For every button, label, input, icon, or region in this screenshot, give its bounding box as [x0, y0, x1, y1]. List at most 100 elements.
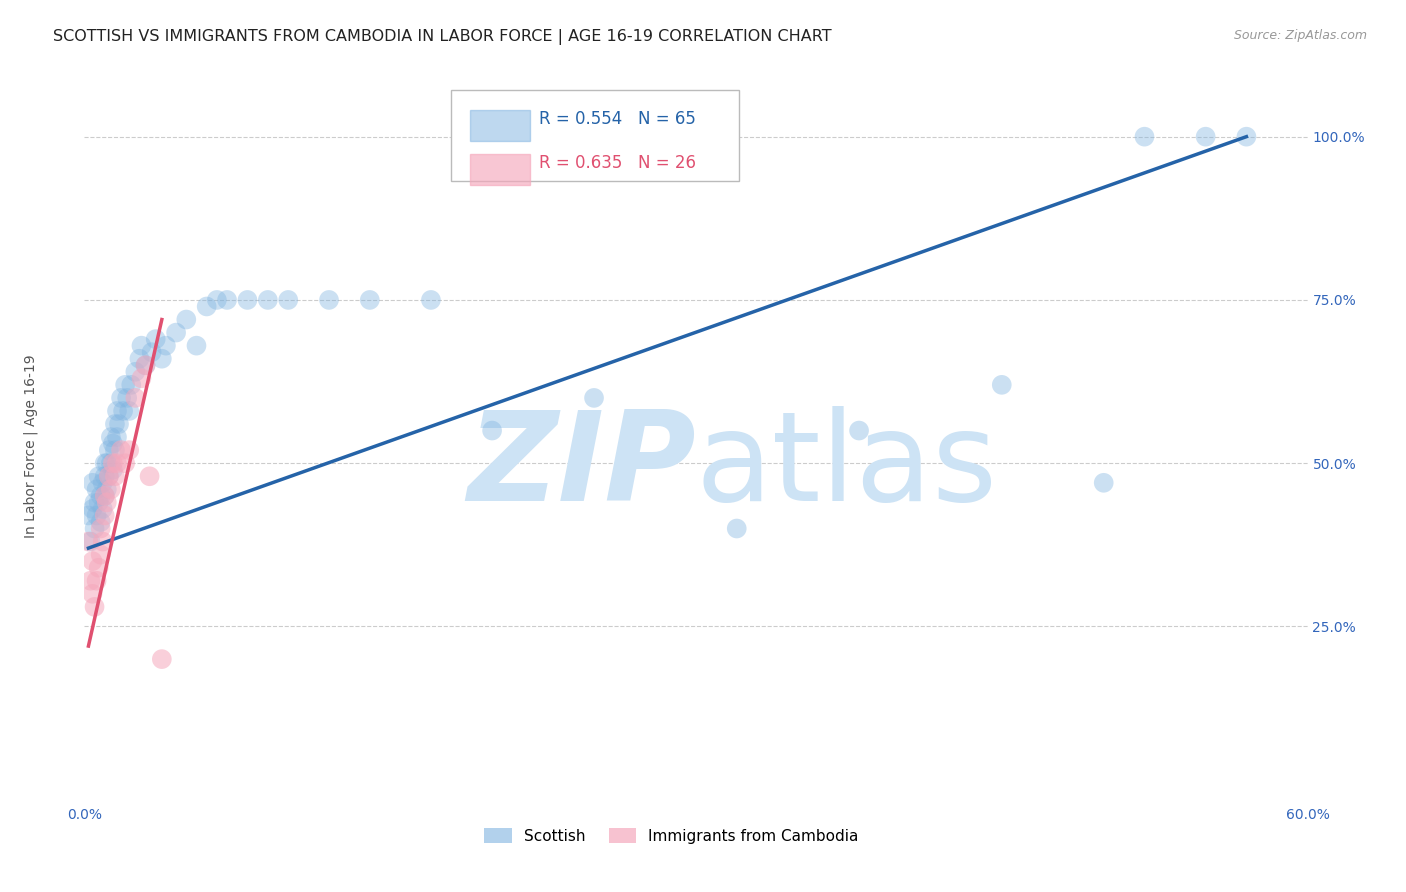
Point [90, 515, 112, 529]
Point [90, 548, 112, 562]
Point [217, 293, 239, 307]
Point [481, 424, 503, 438]
Point [96, 456, 118, 470]
Point [725, 521, 748, 535]
Point [86, 508, 108, 523]
Point [93, 489, 115, 503]
Point [318, 293, 340, 307]
Point [104, 443, 127, 458]
Point [93, 489, 115, 503]
Point [77, 508, 100, 523]
Point [155, 338, 177, 352]
Point [101, 436, 124, 450]
Point [195, 300, 218, 314]
Point [105, 456, 128, 470]
Point [91, 475, 114, 490]
Point [110, 443, 132, 458]
Point [108, 417, 131, 431]
Point [83, 495, 105, 509]
Point [135, 358, 157, 372]
Point [1092, 475, 1115, 490]
Point [165, 326, 187, 340]
FancyBboxPatch shape [451, 90, 738, 181]
Point [97, 469, 120, 483]
Point [101, 463, 124, 477]
Point [91, 502, 114, 516]
Point [848, 424, 870, 438]
Point [1195, 129, 1218, 144]
Point [86, 574, 108, 588]
Point [114, 377, 136, 392]
Point [83, 521, 105, 535]
Point [87, 560, 110, 574]
Point [87, 495, 110, 509]
Point [90, 521, 112, 535]
Point [100, 456, 122, 470]
FancyBboxPatch shape [470, 154, 530, 185]
Point [87, 469, 110, 483]
Point [583, 391, 606, 405]
Point [96, 495, 118, 509]
Point [97, 469, 120, 483]
Point [82, 502, 104, 516]
Point [124, 391, 146, 405]
Point [91, 534, 114, 549]
Text: ZIP: ZIP [467, 406, 696, 527]
Point [257, 293, 280, 307]
Point [114, 456, 136, 470]
Text: Source: ZipAtlas.com: Source: ZipAtlas.com [1233, 29, 1367, 42]
Point [93, 469, 115, 483]
Point [104, 469, 127, 483]
Point [82, 475, 104, 490]
Point [128, 351, 150, 366]
Text: In Labor Force | Age 16-19: In Labor Force | Age 16-19 [24, 354, 38, 538]
Point [118, 404, 141, 418]
Point [93, 508, 115, 523]
Point [120, 377, 142, 392]
Point [96, 483, 118, 497]
Point [79, 534, 101, 549]
Point [991, 377, 1014, 392]
Point [359, 293, 381, 307]
Point [186, 338, 208, 352]
Point [105, 404, 128, 418]
Point [105, 430, 128, 444]
Point [138, 469, 160, 483]
Point [79, 574, 101, 588]
Point [1133, 129, 1156, 144]
Point [141, 345, 163, 359]
Text: N = 65: N = 65 [638, 110, 696, 128]
Point [150, 351, 173, 366]
Point [104, 417, 127, 431]
Point [131, 371, 153, 385]
Point [83, 599, 105, 614]
Point [100, 430, 122, 444]
Text: R = 0.635: R = 0.635 [540, 153, 623, 172]
Point [124, 365, 146, 379]
Point [277, 293, 299, 307]
Point [1236, 129, 1258, 144]
Point [145, 332, 167, 346]
Point [420, 293, 443, 307]
Text: atlas: atlas [696, 406, 998, 527]
Point [93, 456, 115, 470]
Text: R = 0.554: R = 0.554 [540, 110, 623, 128]
Point [101, 456, 124, 470]
Point [110, 391, 132, 405]
Point [236, 293, 259, 307]
Point [100, 483, 122, 497]
FancyBboxPatch shape [470, 110, 530, 141]
Point [205, 293, 228, 307]
Point [135, 358, 157, 372]
Point [150, 652, 173, 666]
Text: SCOTTISH VS IMMIGRANTS FROM CAMBODIA IN LABOR FORCE | AGE 16-19 CORRELATION CHAR: SCOTTISH VS IMMIGRANTS FROM CAMBODIA IN … [53, 29, 832, 45]
Point [174, 312, 197, 326]
Point [112, 404, 135, 418]
Legend: Scottish, Immigrants from Cambodia: Scottish, Immigrants from Cambodia [478, 822, 865, 850]
Point [86, 483, 108, 497]
Point [90, 489, 112, 503]
Point [82, 587, 104, 601]
Point [77, 534, 100, 549]
Point [118, 443, 141, 458]
Point [115, 391, 138, 405]
